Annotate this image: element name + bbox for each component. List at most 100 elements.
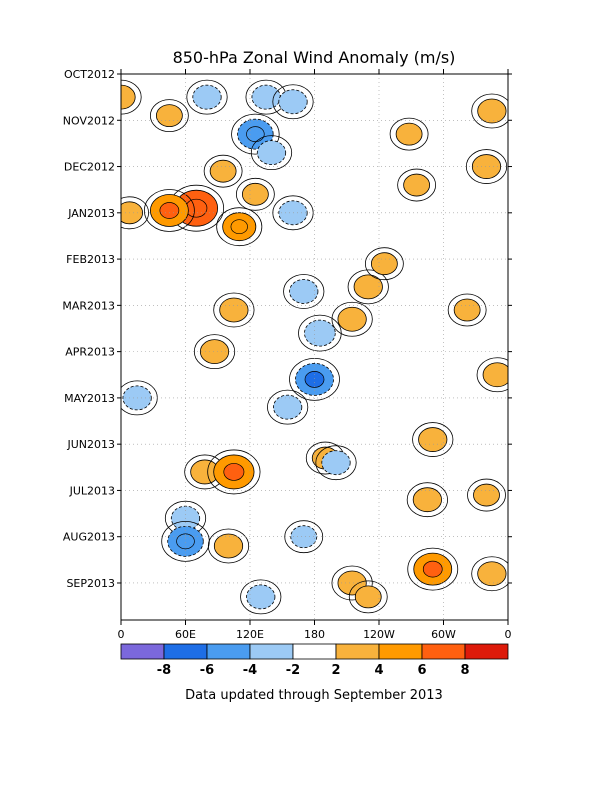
contour-line <box>331 301 373 337</box>
contour-line <box>471 93 508 129</box>
anomaly-patch <box>370 252 398 276</box>
contour-line <box>298 314 342 352</box>
anomaly-patch <box>482 362 508 388</box>
colorbar-segment <box>378 643 423 660</box>
x-tick-label: 0 <box>118 628 125 641</box>
anomaly-patch <box>241 182 269 206</box>
anomaly-patch <box>251 84 281 110</box>
y-axis: OCT2012 NOV2012 DEC2012 JAN2013 FEB2013 MAR20… <box>62 68 512 590</box>
anomaly-patch <box>477 98 507 124</box>
anomaly-patch <box>121 201 143 225</box>
contour-line <box>389 117 429 151</box>
colorbar-segment <box>163 643 208 660</box>
colorbar-segment <box>335 643 380 660</box>
anomaly-core <box>159 202 180 219</box>
contour-line <box>467 478 506 512</box>
contour-line <box>121 196 149 230</box>
contour-line <box>161 520 210 562</box>
colorbar-label: 4 <box>374 663 383 678</box>
contour-line <box>364 247 404 281</box>
anomaly-core <box>223 463 245 481</box>
y-tick-label: MAR2013 <box>62 299 115 312</box>
contour-line <box>240 579 282 615</box>
x-tick-label: 0 <box>505 628 512 641</box>
contour-line <box>476 357 508 393</box>
colorbar-segment <box>292 643 337 660</box>
contour-line <box>397 168 437 202</box>
contour-line <box>235 177 275 211</box>
contour-line <box>250 135 293 171</box>
contour-line <box>213 292 255 328</box>
anomaly-patch <box>209 159 237 183</box>
colorbar: -8 -6 -4 -2 2 4 6 8 <box>120 643 509 678</box>
x-axis: 0 60E 120E 180 120W 60W 0 <box>118 69 512 641</box>
contour-line <box>231 113 280 155</box>
y-tick-label: AUG2013 <box>63 531 115 544</box>
contour-line <box>143 189 195 232</box>
x-tick-label: 60W <box>431 628 456 641</box>
contour-line <box>207 449 261 495</box>
anomaly-patch <box>418 427 448 452</box>
colorbar-segment <box>120 643 165 660</box>
anomaly-core <box>185 198 208 218</box>
contour-line <box>447 293 487 327</box>
anomaly-patch <box>412 487 442 513</box>
contour-line <box>465 149 508 184</box>
footer-note: Data updated through September 2013 <box>185 688 443 703</box>
colorbar-label: 6 <box>417 663 426 678</box>
x-tick-label: 60E <box>175 628 196 641</box>
anomaly-patch <box>256 140 287 166</box>
anomaly-patch <box>395 122 423 146</box>
contour-line <box>348 580 388 614</box>
contour-line <box>149 99 189 133</box>
y-tick-label: MAY2013 <box>64 392 115 405</box>
contour-line <box>267 389 309 425</box>
colorbar-label: 2 <box>331 663 340 678</box>
contour-line <box>406 482 448 518</box>
x-tick-label: 180 <box>304 628 325 641</box>
anomaly-patch <box>219 297 249 323</box>
contour-line <box>284 520 324 554</box>
anomaly-patch <box>155 104 183 128</box>
contour-line <box>203 154 243 188</box>
y-tick-label: NOV2012 <box>63 114 115 127</box>
contour-line <box>347 269 389 305</box>
chart-title: 850-hPa Zonal Wind Anomaly (m/s) <box>173 48 456 67</box>
contour-line <box>407 547 459 591</box>
y-tick-label: DEC2012 <box>64 161 115 174</box>
y-tick-label: OCT2012 <box>64 68 115 81</box>
colorbar-label: -2 <box>286 663 300 678</box>
anomaly-core <box>176 533 195 550</box>
anomaly-patch <box>290 525 318 549</box>
colorbar-label: -4 <box>243 663 257 678</box>
anomaly-core <box>246 126 265 143</box>
anomaly-patch <box>199 339 230 365</box>
anomaly-patch <box>403 173 431 197</box>
y-tick-label: FEB2013 <box>66 253 115 266</box>
anomaly-patch <box>471 154 502 179</box>
colorbar-segment <box>206 643 251 660</box>
y-tick-label: APR2013 <box>65 346 115 359</box>
anomaly-patch <box>213 533 244 559</box>
contour-line <box>193 334 236 370</box>
anomaly-fill-layer <box>121 79 508 615</box>
colorbar-segment <box>464 643 509 660</box>
anomaly-core <box>230 219 248 235</box>
anomaly-patch <box>192 84 222 110</box>
anomaly-patch <box>289 279 319 304</box>
anomaly-patch <box>304 319 336 347</box>
contour-line <box>272 84 314 120</box>
contour-line <box>412 422 454 457</box>
anomaly-patch <box>354 585 382 609</box>
anomaly-patch <box>246 584 276 610</box>
anomaly-patch <box>278 89 308 115</box>
x-tick-label: 120W <box>363 628 395 641</box>
colorbar-segment <box>421 643 466 660</box>
contour-line <box>186 79 228 115</box>
contour-line <box>331 565 373 601</box>
anomaly-patch <box>321 450 351 476</box>
colorbar-label: 8 <box>460 663 469 678</box>
anomaly-patch <box>353 274 383 300</box>
